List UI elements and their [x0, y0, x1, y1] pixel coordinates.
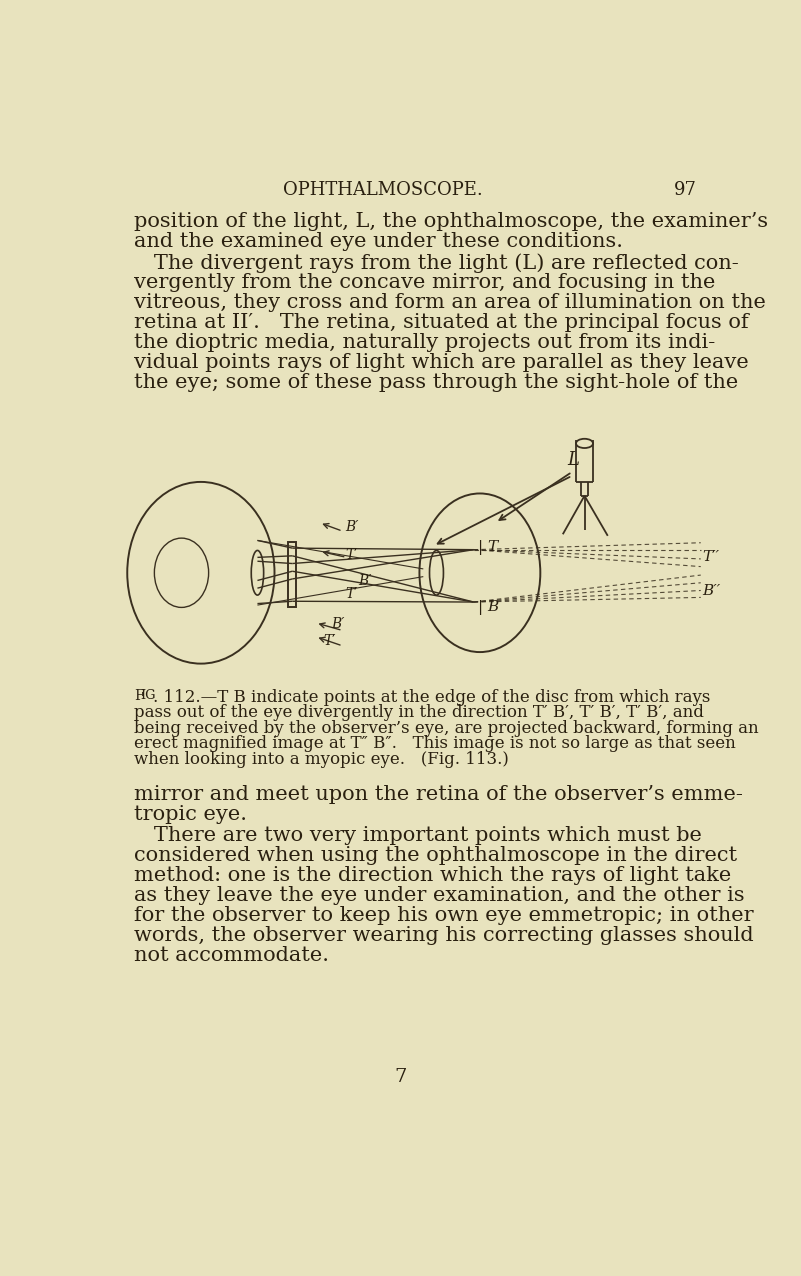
Text: the dioptric media, naturally projects out from its indi-: the dioptric media, naturally projects o…	[135, 333, 715, 352]
Text: when looking into a myopic eye.   (Fig. 113.): when looking into a myopic eye. (Fig. 11…	[135, 750, 509, 768]
Text: OPHTHALMOSCOPE.: OPHTHALMOSCOPE.	[283, 181, 483, 199]
Text: position of the light, L, the ophthalmoscope, the examiner’s: position of the light, L, the ophthalmos…	[135, 212, 768, 231]
Text: for the observer to keep his own eye emmetropic; in other: for the observer to keep his own eye emm…	[135, 906, 754, 925]
Text: not accommodate.: not accommodate.	[135, 947, 329, 965]
Text: the eye; some of these pass through the sight-hole of the: the eye; some of these pass through the …	[135, 374, 739, 392]
Text: vitreous, they cross and form an area of illumination on the: vitreous, they cross and form an area of…	[135, 293, 766, 313]
Text: 7: 7	[395, 1068, 407, 1086]
Text: B′: B′	[331, 616, 344, 630]
Text: The divergent rays from the light (L) are reflected con-: The divergent rays from the light (L) ar…	[135, 253, 739, 273]
Text: B′: B′	[345, 521, 358, 535]
Text: B′: B′	[358, 574, 372, 588]
Text: F: F	[135, 689, 144, 703]
Text: There are two very important points which must be: There are two very important points whic…	[135, 826, 702, 845]
Text: method: one is the direction which the rays of light take: method: one is the direction which the r…	[135, 866, 731, 886]
Text: vidual points rays of light which are parallel as they leave: vidual points rays of light which are pa…	[135, 353, 749, 373]
Text: tropic eye.: tropic eye.	[135, 805, 248, 823]
Text: T′: T′	[324, 634, 336, 648]
Text: retina at II′.   The retina, situated at the principal focus of: retina at II′. The retina, situated at t…	[135, 314, 749, 332]
Text: | T: | T	[477, 541, 497, 555]
Text: pass out of the eye divergently in the direction T′ B′, T′ B′, T′ B′, and: pass out of the eye divergently in the d…	[135, 704, 704, 721]
Text: mirror and meet upon the retina of the observer’s emme-: mirror and meet upon the retina of the o…	[135, 785, 743, 804]
Text: 97: 97	[674, 181, 697, 199]
Text: and the examined eye under these conditions.: and the examined eye under these conditi…	[135, 232, 623, 250]
Text: T′′: T′′	[702, 550, 719, 564]
Text: T′: T′	[345, 549, 357, 563]
Text: | B: | B	[477, 601, 499, 615]
Bar	[288, 542, 296, 607]
Text: words, the observer wearing his correcting glasses should: words, the observer wearing his correcti…	[135, 926, 754, 946]
Text: T′: T′	[345, 587, 357, 601]
Text: L: L	[567, 452, 579, 470]
Text: considered when using the ophthalmoscope in the direct: considered when using the ophthalmoscope…	[135, 846, 738, 865]
Text: . 112.—T B indicate points at the edge of the disc from which rays: . 112.—T B indicate points at the edge o…	[153, 689, 710, 706]
Text: erect magnified image at T″ B″.   This image is not so large as that seen: erect magnified image at T″ B″. This ima…	[135, 735, 736, 753]
Text: IG: IG	[140, 689, 156, 702]
Text: being received by the observer’s eye, are projected backward, forming an: being received by the observer’s eye, ar…	[135, 720, 759, 736]
Text: B′′: B′′	[702, 583, 721, 597]
Text: as they leave the eye under examination, and the other is: as they leave the eye under examination,…	[135, 886, 745, 905]
Text: vergently from the concave mirror, and focusing in the: vergently from the concave mirror, and f…	[135, 273, 715, 292]
